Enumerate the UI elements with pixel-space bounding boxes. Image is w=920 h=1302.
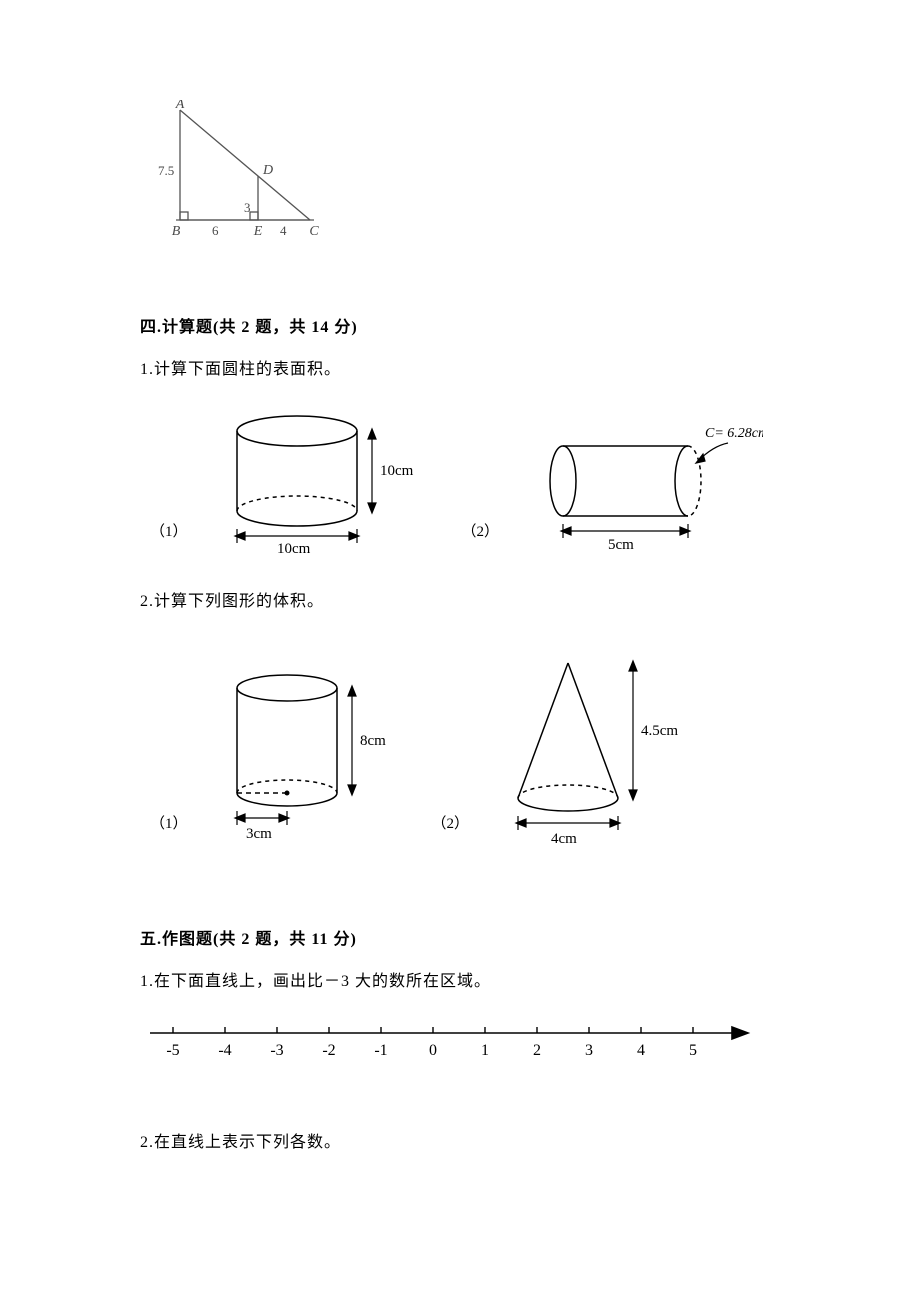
number-line-svg: -5 -4 -3 -2 -1 0 1 2 3 4 5 [140,1013,760,1073]
vol-sub-1: （1） [150,812,188,853]
cyl2-circ: C= 6.28cm [705,426,763,441]
cylinder-1-svg: 10cm 10cm [222,401,432,561]
side-be-label: 6 [212,223,219,238]
triangle-svg: A B C D E 7.5 6 4 3 [140,100,340,260]
vertex-b: B [172,224,181,239]
vertex-a: A [175,100,185,112]
vol-sub-2: （2） [432,812,470,853]
tick-4: -1 [374,1042,387,1059]
vol2-dia: 4cm [551,831,577,847]
tick-7: 2 [533,1042,541,1059]
cyl1-height: 10cm [380,463,414,479]
number-line-figure: -5 -4 -3 -2 -1 0 1 2 3 4 5 [140,1013,780,1078]
tick-3: -2 [322,1042,335,1059]
tick-6: 1 [481,1042,489,1059]
sub-label-1: （1） [150,520,188,561]
tick-9: 4 [637,1042,645,1059]
cyl2-len: 5cm [608,537,634,553]
tick-2: -3 [270,1042,283,1059]
section5-q2: 2.在直线上表示下列各数。 [140,1128,780,1152]
cyl1-dia: 10cm [277,541,311,557]
tick-0: -5 [166,1042,179,1059]
section5-heading: 五.作图题(共 2 题，共 11 分) [140,925,780,949]
cylinder-2-svg: C= 6.28cm 5cm [533,421,763,561]
section5-q1: 1.在下面直线上，画出比－3 大的数所在区域。 [140,967,780,991]
tick-8: 3 [585,1042,593,1059]
section4-q1: 1.计算下面圆柱的表面积。 [140,355,780,379]
vertex-d: D [262,163,273,178]
side-ab-label: 7.5 [158,163,174,178]
surface-area-figures: （1） 10cm [140,401,780,561]
volume-cylinder-svg: 8cm 3cm [222,663,402,853]
tick-10: 5 [689,1042,697,1059]
volume-cone-svg: 4.5cm 4cm [503,653,703,853]
vertex-c: C [309,224,319,239]
triangle-diagram: A B C D E 7.5 6 4 3 [140,100,780,265]
vol2-height: 4.5cm [641,723,678,739]
tick-5: 0 [429,1042,437,1059]
tick-1: -4 [218,1042,231,1059]
section4-heading: 四.计算题(共 2 题，共 14 分) [140,313,780,337]
side-ec-label: 4 [280,223,287,238]
page-root: A B C D E 7.5 6 4 3 四.计算题(共 2 题，共 14 分) … [0,0,920,1250]
volume-figures: （1） 8cm [140,653,780,853]
side-de-label: 3 [244,200,251,215]
section4-q2: 2.计算下列图形的体积。 [140,587,780,611]
vertex-e: E [253,224,263,239]
vol1-height: 8cm [360,733,386,749]
sub-label-2: （2） [462,520,500,561]
vol1-radius: 3cm [246,826,272,842]
